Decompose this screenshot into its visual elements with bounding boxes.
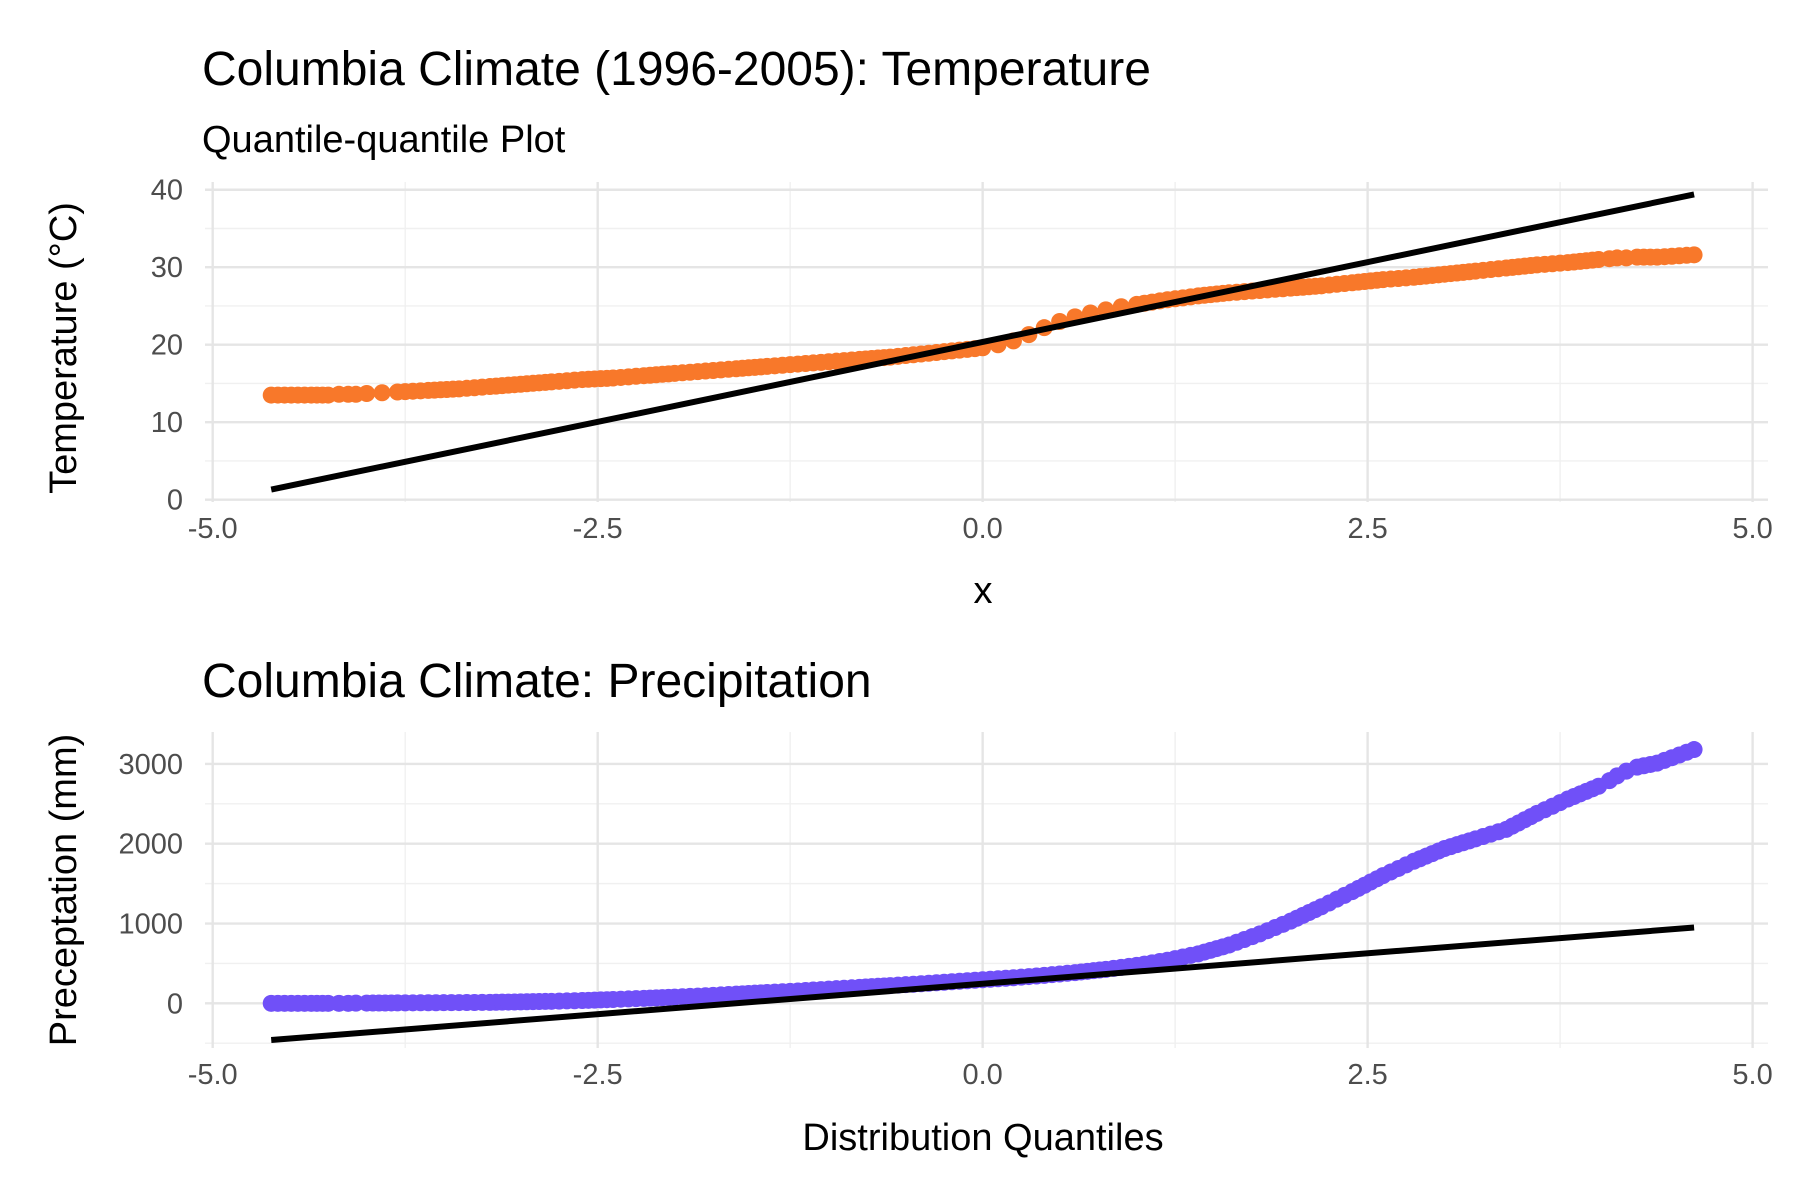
precipitation-reference-line	[270, 924, 1695, 1044]
precipitation-data-point	[1685, 741, 1703, 759]
temperature-y-tick-label: 10	[151, 407, 183, 439]
precipitation-y-tick-label: 1000	[118, 909, 183, 941]
temperature-x-tick-label: 5.0	[1732, 513, 1772, 545]
precipitation-x-axis-title: Distribution Quantiles	[802, 1117, 1163, 1159]
temperature-x-tick-label: -5.0	[188, 513, 238, 545]
precipitation-chart-title: Columbia Climate: Precipitation	[202, 655, 872, 708]
precipitation-x-tick-label: 0.0	[962, 1059, 1002, 1091]
temperature-y-axis-title: Temperature (°C)	[43, 202, 85, 494]
temperature-y-tick-label: 20	[151, 330, 183, 362]
temperature-x-tick-label: 0.0	[962, 513, 1002, 545]
temperature-data-point	[1685, 246, 1703, 264]
precipitation-y-tick-label: 3000	[118, 749, 183, 781]
temperature-y-tick-label: 0	[167, 485, 183, 517]
precipitation-y-axis-title: Preceptation (mm)	[43, 734, 85, 1047]
temperature-data-point	[373, 384, 391, 402]
temperature-y-tick-label: 30	[151, 252, 183, 284]
precipitation-y-tick-label: 2000	[118, 829, 183, 861]
temperature-x-tick-labels: -5.0 -2.5 0.0 2.5 5.0	[188, 513, 1773, 545]
temperature-chart-title: Columbia Climate (1996-2005): Temperatur…	[202, 43, 1151, 96]
temperature-x-tick-label: 2.5	[1347, 513, 1387, 545]
precipitation-x-tick-label: -2.5	[573, 1059, 623, 1091]
precipitation-x-tick-label: -5.0	[188, 1059, 238, 1091]
temperature-qq-panel: Columbia Climate (1996-2005): Temperatur…	[43, 43, 1773, 612]
temperature-chart-subtitle: Quantile-quantile Plot	[202, 119, 566, 161]
precipitation-x-tick-label: 2.5	[1347, 1059, 1387, 1091]
precipitation-qq-panel: Columbia Climate: Precipitation -5.0 -2.5…	[43, 655, 1773, 1159]
precipitation-y-tick-label: 0	[167, 988, 183, 1020]
temperature-y-tick-label: 40	[151, 175, 183, 207]
precipitation-x-tick-label: 5.0	[1732, 1059, 1772, 1091]
temperature-reference-line	[270, 191, 1695, 493]
temperature-y-tick-labels: 0 10 20 30 40	[151, 175, 183, 517]
precipitation-y-tick-labels: 0 1000 2000 3000	[118, 749, 183, 1020]
precipitation-points	[262, 741, 1703, 1012]
precipitation-grid	[205, 732, 1768, 1048]
temperature-points	[262, 246, 1703, 404]
precipitation-x-tick-labels: -5.0 -2.5 0.0 2.5 5.0	[188, 1059, 1773, 1091]
temperature-x-axis-title: x	[974, 570, 993, 612]
temperature-x-tick-label: -2.5	[573, 513, 623, 545]
temperature-data-point	[358, 385, 376, 403]
